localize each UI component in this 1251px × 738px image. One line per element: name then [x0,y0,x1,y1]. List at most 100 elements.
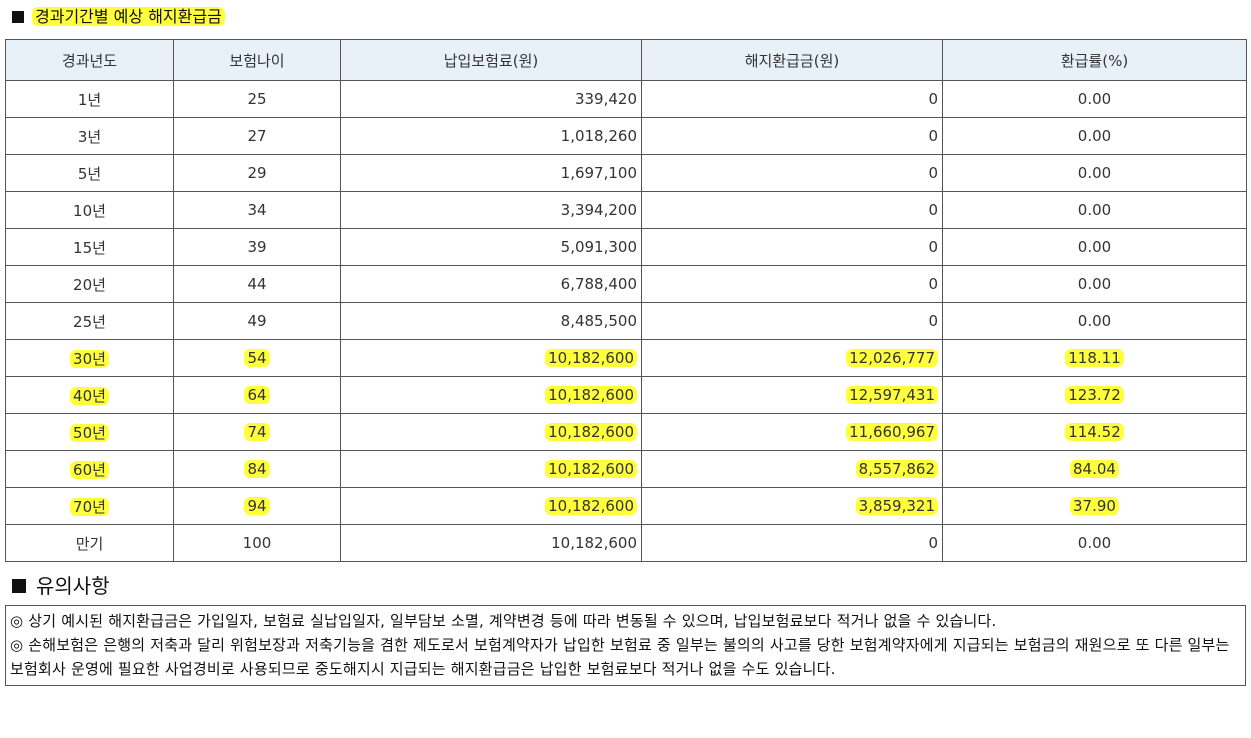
cell-rate-text: 118.11 [1065,349,1124,367]
table-row: 40년 64 10,182,600 12,597,431 123.72 [5,376,1247,414]
cell-premium-text: 10,182,600 [545,386,637,404]
header-rate: 환급률(%) [942,39,1247,81]
cell-age: 74 [173,413,341,451]
cell-refund-text: 12,597,431 [846,386,938,404]
cell-premium-text: 339,420 [574,90,637,108]
cell-premium-text: 8,485,500 [560,312,637,330]
cell-premium-text: 6,788,400 [560,275,637,293]
cell-age-text: 84 [244,460,270,478]
cell-refund: 0 [641,191,943,229]
cell-refund-text: 11,660,967 [846,423,938,441]
cell-refund-text: 0 [928,238,938,256]
cell-rate: 84.04 [942,450,1247,488]
cell-rate-text: 0.00 [1077,312,1112,330]
cell-premium-text: 1,697,100 [560,164,637,182]
cell-premium-text: 10,182,600 [545,497,637,515]
header-premium: 납입보험료(원) [340,39,642,81]
cell-age-text: 34 [247,201,267,219]
table-row: 70년 94 10,182,600 3,859,321 37.90 [5,487,1247,525]
cell-refund-text: 0 [928,312,938,330]
cell-refund: 8,557,862 [641,450,943,488]
cell-rate: 118.11 [942,339,1247,377]
table-row: 25년 49 8,485,500 0 0.00 [5,302,1247,340]
cell-refund: 11,660,967 [641,413,943,451]
cell-rate: 0.00 [942,302,1247,340]
cell-rate: 0.00 [942,228,1247,266]
header-age: 보험나이 [173,39,341,81]
cell-premium: 10,182,600 [340,339,642,377]
cell-premium: 10,182,600 [340,376,642,414]
cell-refund-text: 0 [928,534,938,552]
cell-premium-text: 1,018,260 [560,127,637,145]
cell-premium: 1,697,100 [340,154,642,192]
cell-refund-text: 0 [928,127,938,145]
cell-period: 70년 [5,487,174,525]
cell-premium: 10,182,600 [340,413,642,451]
notes-title: 유의사항 [12,572,110,600]
notes-title-text: 유의사항 [36,574,110,598]
cell-age: 29 [173,154,341,192]
refund-table: 경과년도 보험나이 납입보험료(원) 해지환급금(원) 환급률(%) 1년 25 3… [5,39,1247,562]
cell-premium: 5,091,300 [340,228,642,266]
table-row: 10년 34 3,394,200 0 0.00 [5,191,1247,229]
cell-premium-text: 3,394,200 [560,201,637,219]
cell-refund: 0 [641,117,943,155]
header-period: 경과년도 [5,39,174,81]
cell-rate: 0.00 [942,265,1247,303]
cell-age: 27 [173,117,341,155]
cell-premium: 10,182,600 [340,524,642,562]
cell-age-text: 27 [247,127,267,145]
cell-refund: 12,026,777 [641,339,943,377]
cell-age-text: 94 [244,497,270,515]
cell-refund: 0 [641,80,943,118]
cell-premium-text: 10,182,600 [545,423,637,441]
cell-period-text: 70년 [70,497,109,516]
cell-refund: 0 [641,265,943,303]
cell-rate: 0.00 [942,524,1247,562]
cell-period: 50년 [5,413,174,451]
table-row: 30년 54 10,182,600 12,026,777 118.11 [5,339,1247,377]
cell-refund-text: 12,026,777 [846,349,938,367]
cell-age: 100 [173,524,341,562]
cell-age: 94 [173,487,341,525]
cell-period: 15년 [5,228,174,266]
cell-period: 20년 [5,265,174,303]
table-row: 만기 100 10,182,600 0 0.00 [5,524,1247,562]
cell-age-text: 54 [244,349,270,367]
cell-period: 60년 [5,450,174,488]
cell-premium: 3,394,200 [340,191,642,229]
cell-period-text: 50년 [70,423,109,442]
cell-period-text: 25년 [73,312,106,331]
cell-refund-text: 0 [928,164,938,182]
cell-rate-text: 0.00 [1077,201,1112,219]
cell-period-text: 10년 [73,201,106,220]
cell-premium: 8,485,500 [340,302,642,340]
cell-period: 만기 [5,524,174,562]
cell-age-text: 74 [244,423,270,441]
cell-refund: 12,597,431 [641,376,943,414]
cell-refund: 0 [641,154,943,192]
table-body: 1년 25 339,420 0 0.00 3년 27 1,018,260 0 0.00 5년 29 1,… [5,80,1247,562]
cell-period: 3년 [5,117,174,155]
cell-rate-text: 114.52 [1065,423,1124,441]
cell-age-text: 49 [247,312,267,330]
cell-refund: 0 [641,524,943,562]
square-bullet-icon [12,11,24,23]
cell-rate-text: 0.00 [1077,238,1112,256]
cell-age-text: 29 [247,164,267,182]
cell-premium-text: 10,182,600 [551,534,637,552]
cell-period-text: 5년 [77,164,102,183]
cell-period: 30년 [5,339,174,377]
note-item: ◎ 손해보험은 은행의 저축과 달리 위험보장과 저축기능을 겸한 제도로서 보… [10,636,1230,678]
cell-period-text: 1년 [77,90,102,109]
cell-rate-text: 0.00 [1077,90,1112,108]
cell-age-text: 44 [247,275,267,293]
cell-age-text: 100 [242,534,272,552]
cell-age: 64 [173,376,341,414]
cell-premium-text: 10,182,600 [545,349,637,367]
cell-rate: 0.00 [942,191,1247,229]
cell-rate: 0.00 [942,80,1247,118]
table-row: 3년 27 1,018,260 0 0.00 [5,117,1247,155]
cell-period: 10년 [5,191,174,229]
cell-period-text: 만기 [75,534,104,553]
